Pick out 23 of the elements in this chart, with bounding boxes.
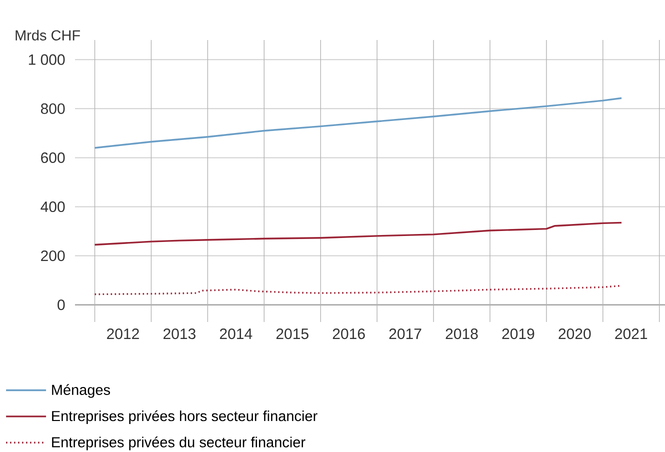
line-series bbox=[94, 284, 622, 296]
x-tick-label: 2016 bbox=[332, 328, 365, 340]
x-tick-label: 2019 bbox=[502, 328, 534, 340]
y-tick-label: 1 000 bbox=[28, 54, 65, 65]
x-tick-label: 2012 bbox=[107, 328, 139, 340]
x-tick-label: 2015 bbox=[276, 328, 308, 340]
line-series bbox=[94, 222, 622, 246]
y-tick-label: 800 bbox=[40, 103, 65, 114]
y-axis-title: Mrds CHF bbox=[16, 30, 80, 40]
y-tick-label: 200 bbox=[41, 250, 65, 262]
y-tick-label: 0 bbox=[58, 300, 65, 310]
y-tick-label: 600 bbox=[41, 152, 65, 163]
x-tick-label: 2018 bbox=[446, 328, 478, 340]
y-tick-label: 400 bbox=[40, 201, 65, 212]
line-series bbox=[94, 97, 622, 149]
legend-label: Entreprises privées hors secteur financier bbox=[52, 410, 318, 424]
x-tick-label: 2020 bbox=[558, 328, 591, 340]
x-tick-label: 2013 bbox=[164, 328, 196, 340]
legend-label: Entreprises privées du secteur financier bbox=[52, 436, 306, 450]
x-tick-label: 2017 bbox=[389, 328, 422, 340]
legend-label: Ménages bbox=[52, 384, 110, 398]
x-tick-label: 2021 bbox=[615, 328, 648, 340]
x-tick-label: 2014 bbox=[220, 328, 252, 340]
